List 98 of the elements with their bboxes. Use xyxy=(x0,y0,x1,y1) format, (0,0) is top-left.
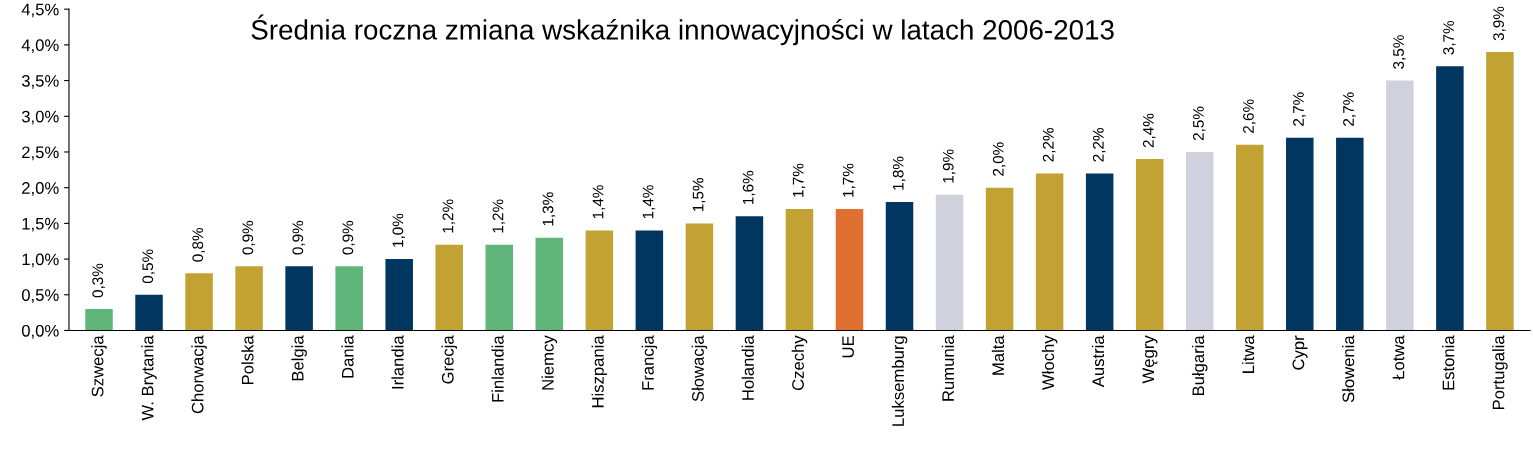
data-label: 3,9% xyxy=(1493,6,1506,41)
bar xyxy=(185,273,213,331)
data-label: 1,3% xyxy=(542,192,556,226)
x-tick-label: Bułgaria xyxy=(1191,335,1208,396)
x-tick-label: Włochy xyxy=(1041,335,1058,390)
data-label: 0,9% xyxy=(342,220,356,255)
x-tick-label: W. Brytania xyxy=(141,335,157,421)
bar xyxy=(1436,66,1464,331)
x-tick-label: Francja xyxy=(641,335,658,390)
data-label: 1,7% xyxy=(792,163,806,197)
bar xyxy=(1286,137,1314,331)
y-tick-label: 3,5% xyxy=(21,74,59,89)
data-label: 1,2% xyxy=(492,199,506,233)
x-tick-label: UE xyxy=(842,336,854,358)
x-tick-label: Austria xyxy=(1091,335,1105,388)
bar xyxy=(285,266,313,331)
data-label: 2,2% xyxy=(1092,128,1106,162)
bar xyxy=(1386,80,1414,331)
x-tick-label: Malta xyxy=(991,335,1005,375)
x-tick-label: Rumunia xyxy=(941,335,955,401)
bar xyxy=(535,237,564,331)
bar xyxy=(435,244,463,331)
data-label: 3,7% xyxy=(1443,20,1456,55)
bar xyxy=(1135,159,1164,331)
x-tick-label: Grecja xyxy=(441,335,457,384)
data-label: 0,9% xyxy=(242,220,256,255)
x-tick-label: Cypr xyxy=(1292,335,1308,370)
x-tick-label: Litwa xyxy=(1241,335,1255,373)
data-label: 3,5% xyxy=(1393,35,1406,69)
bar xyxy=(585,230,614,331)
bar xyxy=(85,309,113,331)
data-label: 0,8% xyxy=(192,227,205,262)
y-tick-label: 0,0% xyxy=(21,324,59,339)
data-label: 1,4% xyxy=(592,185,606,219)
x-tick-label: Holandia xyxy=(741,335,754,400)
y-tick-label: 1,0% xyxy=(22,253,59,268)
y-tick-label: 4,5% xyxy=(21,3,59,18)
x-tick-label: Estonia xyxy=(1442,335,1455,390)
bar xyxy=(685,223,714,331)
data-label: 2,5% xyxy=(1193,106,1206,141)
y-tick-label: 2,0% xyxy=(22,182,59,196)
data-label: 2,0% xyxy=(992,142,1006,176)
y-tick-label: 1,5% xyxy=(22,217,59,232)
data-label: 1,4% xyxy=(642,185,656,219)
x-tick-label: Słowenia xyxy=(1342,335,1355,403)
bar xyxy=(235,266,263,331)
y-tick-label: 4,0% xyxy=(21,39,59,54)
x-tick-label: Łotwa xyxy=(1392,335,1405,380)
data-label: 2,4% xyxy=(1142,113,1156,148)
x-tick-label: Portugalia xyxy=(1492,335,1508,410)
x-tick-label: Szwecja xyxy=(91,335,107,397)
data-label: 2,6% xyxy=(1243,99,1256,133)
bar xyxy=(485,244,514,331)
bar xyxy=(985,187,1014,331)
data-label: 0,3% xyxy=(92,263,105,298)
data-label: 1,2% xyxy=(442,199,456,233)
bar xyxy=(385,259,413,331)
data-label: 2,7% xyxy=(1293,92,1306,126)
bar xyxy=(735,216,764,331)
bar xyxy=(1035,173,1064,331)
bar xyxy=(935,194,964,331)
bar xyxy=(635,230,664,331)
x-tick-label: Węgry xyxy=(1142,335,1158,384)
data-label: 2,2% xyxy=(1042,128,1056,162)
x-tick-label: Niemcy xyxy=(541,335,558,390)
y-tick-label: 3,0% xyxy=(21,110,59,125)
bar xyxy=(1185,151,1214,331)
x-tick-label: Czechy xyxy=(791,335,808,391)
bar xyxy=(835,209,864,331)
data-label: 1,9% xyxy=(942,149,956,183)
bar xyxy=(1085,173,1114,331)
y-tick-label: 2,5% xyxy=(22,146,59,161)
x-tick-label: Słowacja xyxy=(691,335,708,402)
y-tick-label: 0,5% xyxy=(21,289,59,303)
bar xyxy=(1336,137,1364,331)
bar xyxy=(135,294,163,331)
data-label: 1,6% xyxy=(742,170,756,204)
x-tick-label: Polska xyxy=(241,335,254,384)
x-tick-label: Hiszpania xyxy=(591,335,608,408)
data-label: 1,0% xyxy=(392,213,406,247)
data-label: 2,7% xyxy=(1343,92,1356,126)
data-label: 0,5% xyxy=(142,249,155,284)
bar xyxy=(1235,144,1264,331)
chart-title: Średnia roczna zmiana wskaźnika innowacyjności w latach 2006-2013 xyxy=(251,14,1114,46)
x-tick-label: Irlandia xyxy=(391,335,404,389)
x-tick-label: Chorwacja xyxy=(191,335,207,414)
bar xyxy=(885,201,914,331)
x-tick-label: Finlandia xyxy=(491,335,504,402)
data-label: 1,8% xyxy=(892,156,906,190)
data-label: 0,9% xyxy=(292,220,306,255)
data-label: 1,7% xyxy=(842,163,856,197)
data-label: 1,5% xyxy=(692,177,706,212)
bar xyxy=(335,266,363,331)
x-tick-label: Belgia xyxy=(291,335,307,381)
x-tick-label: Luksemburg xyxy=(891,336,908,426)
bar xyxy=(785,209,814,331)
x-tick-label: Dania xyxy=(341,335,354,378)
bar xyxy=(1486,52,1514,331)
